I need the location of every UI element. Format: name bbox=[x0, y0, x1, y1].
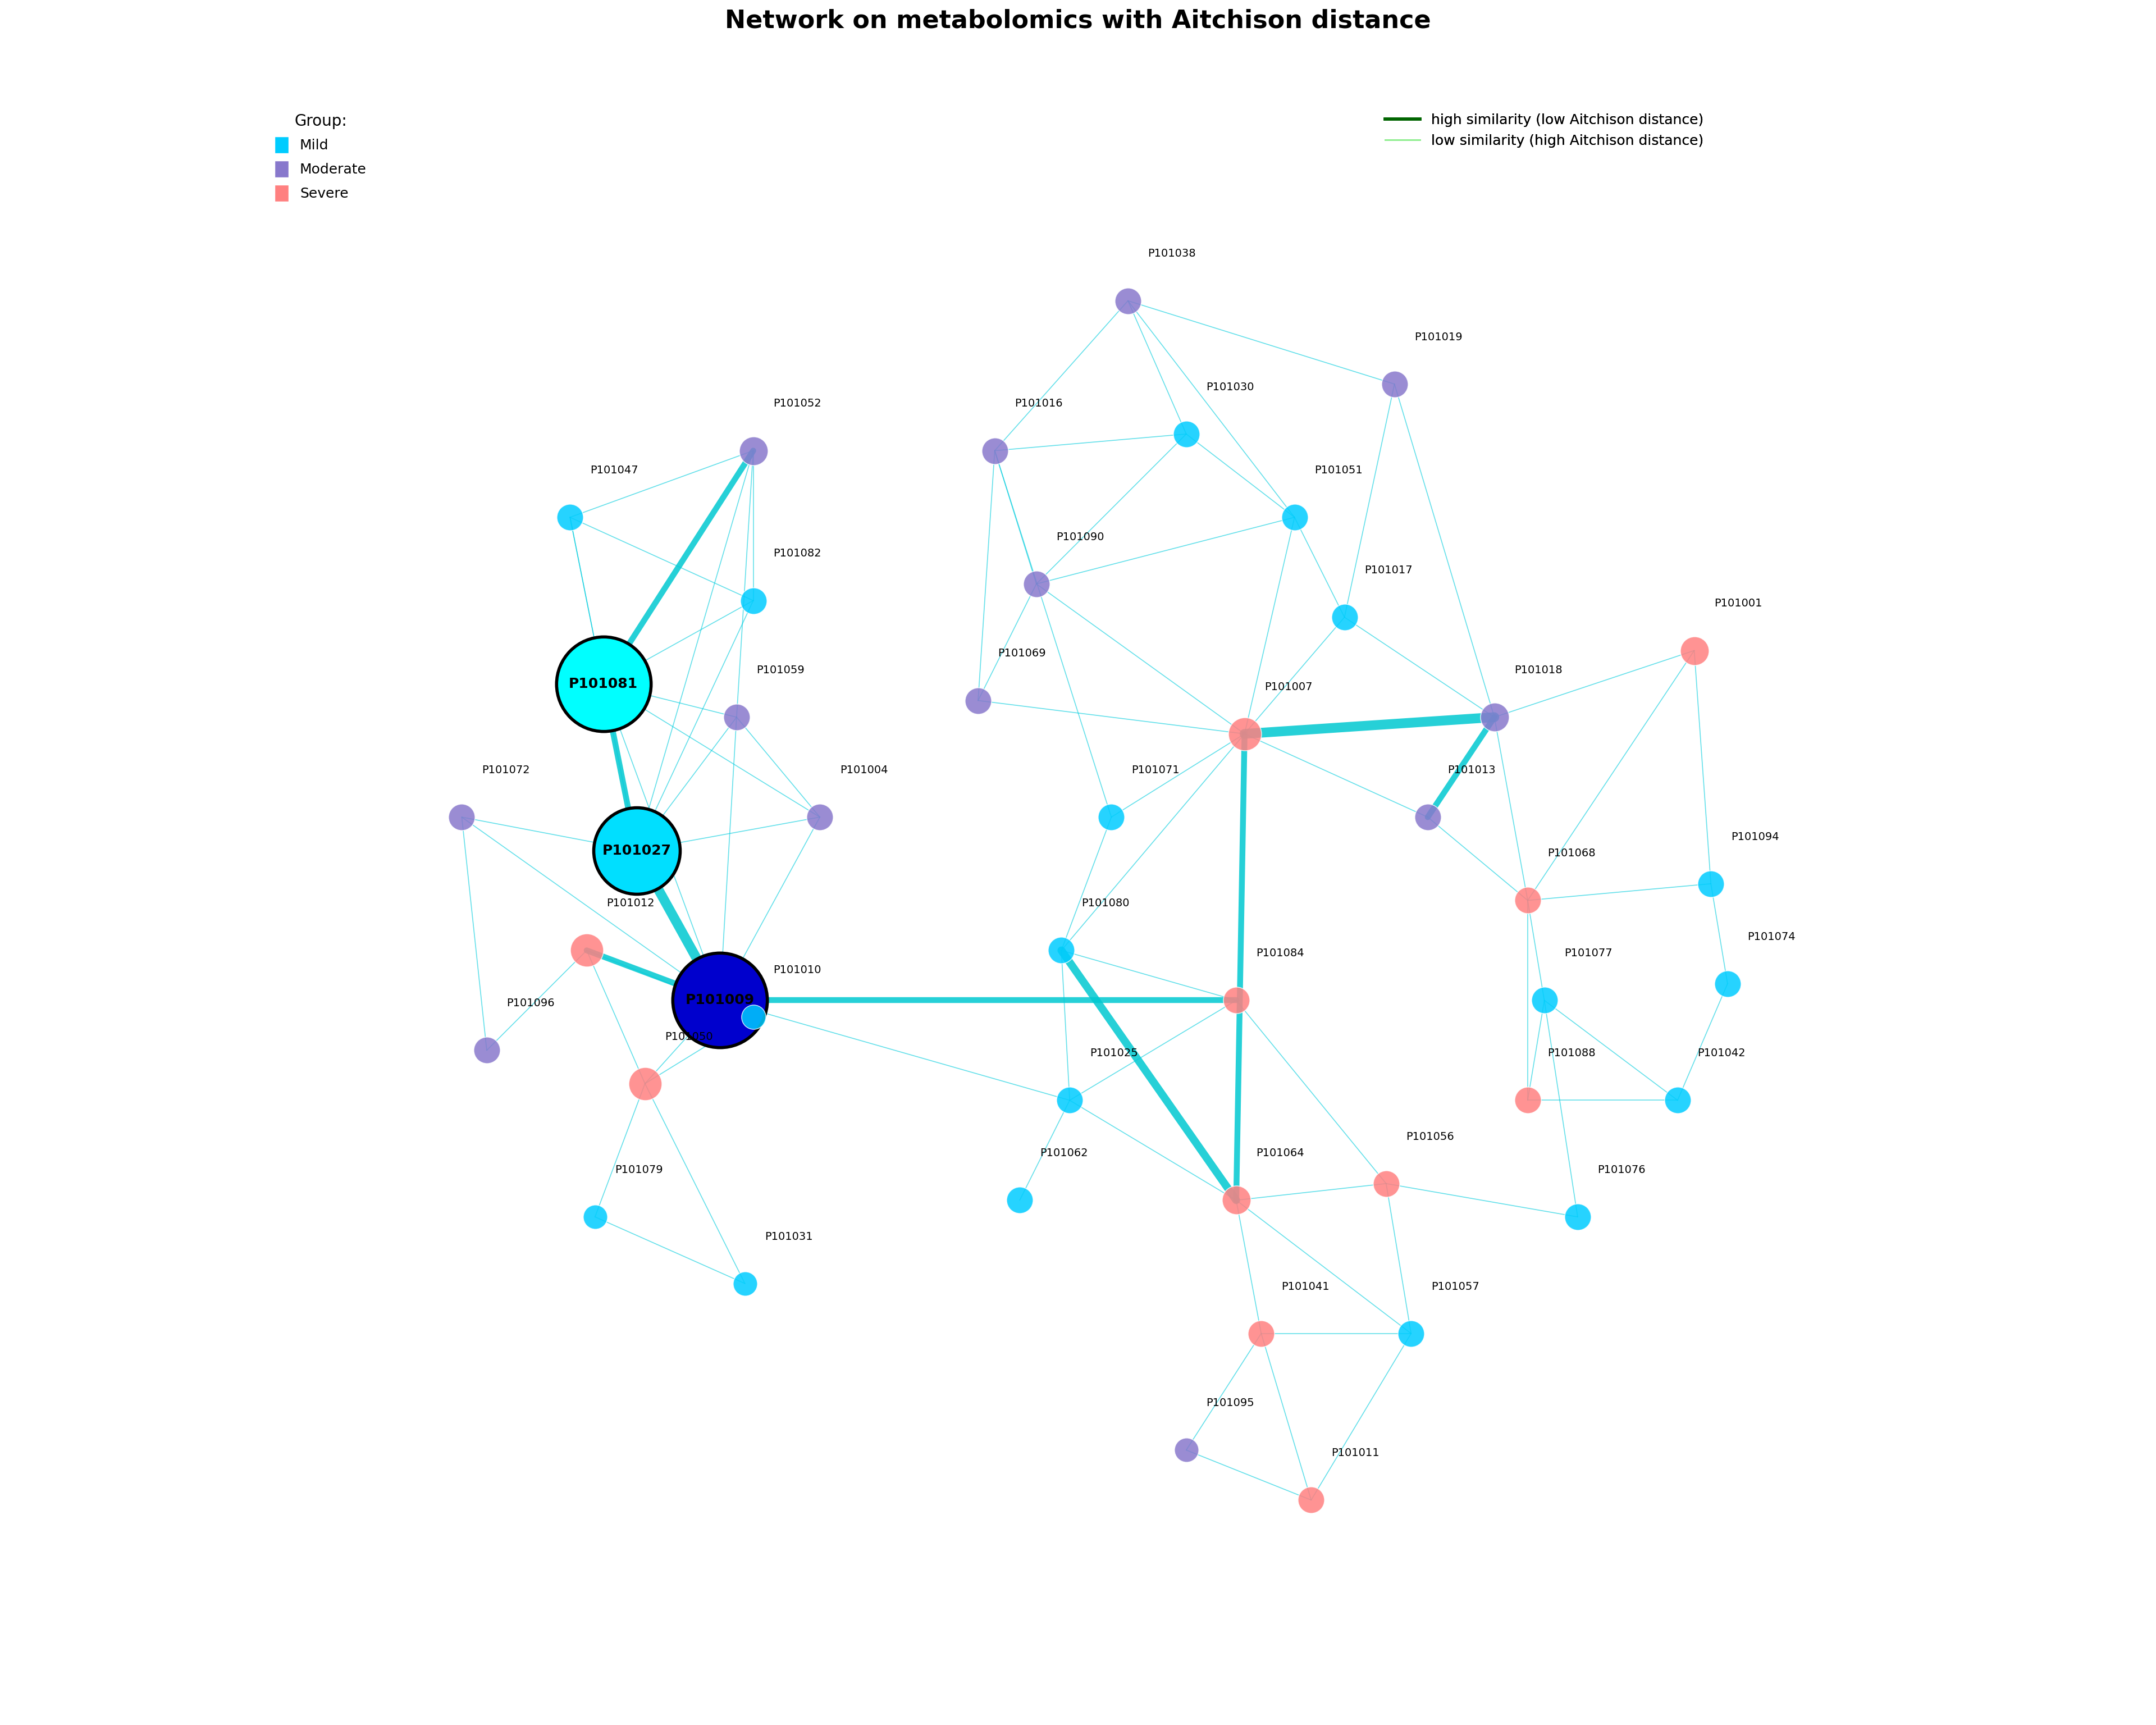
Point bbox=[569, 937, 604, 964]
Point bbox=[1526, 987, 1561, 1014]
Text: P101038: P101038 bbox=[1147, 248, 1197, 259]
Text: P101004: P101004 bbox=[841, 764, 888, 776]
Text: P101050: P101050 bbox=[664, 1032, 714, 1042]
Point bbox=[729, 1270, 763, 1297]
Point bbox=[578, 1202, 612, 1230]
Point bbox=[619, 837, 653, 864]
Legend: high similarity (low Aitchison distance), low similarity (high Aitchison distanc: high similarity (low Aitchison distance)… bbox=[1380, 109, 1710, 154]
Point bbox=[1169, 1437, 1203, 1465]
Point bbox=[1328, 604, 1363, 631]
Text: P101057: P101057 bbox=[1432, 1282, 1479, 1292]
Text: P101064: P101064 bbox=[1257, 1147, 1304, 1159]
Text: P101012: P101012 bbox=[606, 899, 655, 909]
Text: P101080: P101080 bbox=[1082, 899, 1130, 909]
Text: P101007: P101007 bbox=[1266, 681, 1313, 692]
Point bbox=[1477, 704, 1511, 731]
Text: P101047: P101047 bbox=[591, 466, 638, 476]
Text: P101071: P101071 bbox=[1132, 764, 1179, 776]
Point bbox=[703, 987, 737, 1014]
Text: P101074: P101074 bbox=[1749, 932, 1796, 942]
Text: P101042: P101042 bbox=[1697, 1049, 1746, 1059]
Point bbox=[1052, 1087, 1087, 1114]
Text: P101027: P101027 bbox=[602, 844, 671, 857]
Point bbox=[444, 804, 479, 831]
Text: P101062: P101062 bbox=[1039, 1147, 1089, 1159]
Point bbox=[1410, 804, 1445, 831]
Text: P101094: P101094 bbox=[1731, 831, 1779, 842]
Point bbox=[1276, 504, 1311, 531]
Point bbox=[586, 669, 621, 697]
Point bbox=[735, 586, 770, 614]
Text: P101025: P101025 bbox=[1089, 1049, 1138, 1059]
Text: P101068: P101068 bbox=[1548, 849, 1595, 859]
Point bbox=[1169, 421, 1203, 448]
Text: P101011: P101011 bbox=[1330, 1447, 1380, 1458]
Point bbox=[1227, 719, 1261, 747]
Text: P101016: P101016 bbox=[1015, 398, 1063, 409]
Point bbox=[1369, 1170, 1404, 1197]
Point bbox=[1511, 887, 1546, 914]
Text: P101051: P101051 bbox=[1315, 466, 1363, 476]
Point bbox=[977, 436, 1011, 464]
Text: P101077: P101077 bbox=[1565, 949, 1613, 959]
Text: P101017: P101017 bbox=[1365, 564, 1412, 576]
Text: P101001: P101001 bbox=[1714, 599, 1761, 609]
Point bbox=[962, 687, 996, 714]
Point bbox=[802, 804, 837, 831]
Text: P101030: P101030 bbox=[1205, 381, 1255, 392]
Text: P101009: P101009 bbox=[686, 994, 755, 1007]
Point bbox=[1695, 869, 1729, 897]
Text: P101095: P101095 bbox=[1205, 1397, 1255, 1408]
Point bbox=[1378, 371, 1412, 398]
Point bbox=[1218, 1187, 1253, 1214]
Point bbox=[1093, 804, 1128, 831]
Point bbox=[1044, 937, 1078, 964]
Point bbox=[1294, 1487, 1328, 1515]
Point bbox=[627, 1070, 662, 1097]
Point bbox=[1511, 1087, 1546, 1114]
Text: P101018: P101018 bbox=[1514, 664, 1563, 676]
Text: P101052: P101052 bbox=[774, 398, 821, 409]
Text: P101059: P101059 bbox=[757, 664, 804, 676]
Text: P101010: P101010 bbox=[774, 964, 821, 975]
Text: P101076: P101076 bbox=[1598, 1164, 1645, 1175]
Text: P101041: P101041 bbox=[1281, 1282, 1330, 1292]
Point bbox=[552, 504, 586, 531]
Text: P101081: P101081 bbox=[569, 678, 638, 690]
Point bbox=[1710, 969, 1744, 997]
Title: Network on metabolomics with Aitchison distance: Network on metabolomics with Aitchison d… bbox=[724, 9, 1432, 33]
Text: P101079: P101079 bbox=[614, 1164, 664, 1175]
Text: P101019: P101019 bbox=[1414, 331, 1462, 342]
Text: P101013: P101013 bbox=[1447, 764, 1496, 776]
Point bbox=[735, 1004, 770, 1032]
Point bbox=[1393, 1320, 1427, 1347]
Text: P101082: P101082 bbox=[774, 549, 821, 559]
Point bbox=[1020, 571, 1054, 599]
Point bbox=[735, 436, 770, 464]
Point bbox=[1660, 1087, 1695, 1114]
Point bbox=[1218, 987, 1253, 1014]
Text: P101069: P101069 bbox=[998, 649, 1046, 659]
Point bbox=[1561, 1202, 1595, 1230]
Point bbox=[1110, 286, 1145, 314]
Text: P101056: P101056 bbox=[1406, 1132, 1455, 1142]
Point bbox=[720, 704, 755, 731]
Text: P101031: P101031 bbox=[765, 1232, 813, 1242]
Point bbox=[1244, 1320, 1279, 1347]
Point bbox=[1677, 637, 1712, 664]
Text: P101090: P101090 bbox=[1056, 531, 1104, 542]
Text: P101084: P101084 bbox=[1257, 949, 1304, 959]
Text: P101096: P101096 bbox=[507, 999, 554, 1009]
Text: P101088: P101088 bbox=[1548, 1049, 1595, 1059]
Point bbox=[470, 1037, 505, 1064]
Point bbox=[1003, 1187, 1037, 1214]
Text: P101072: P101072 bbox=[481, 764, 530, 776]
